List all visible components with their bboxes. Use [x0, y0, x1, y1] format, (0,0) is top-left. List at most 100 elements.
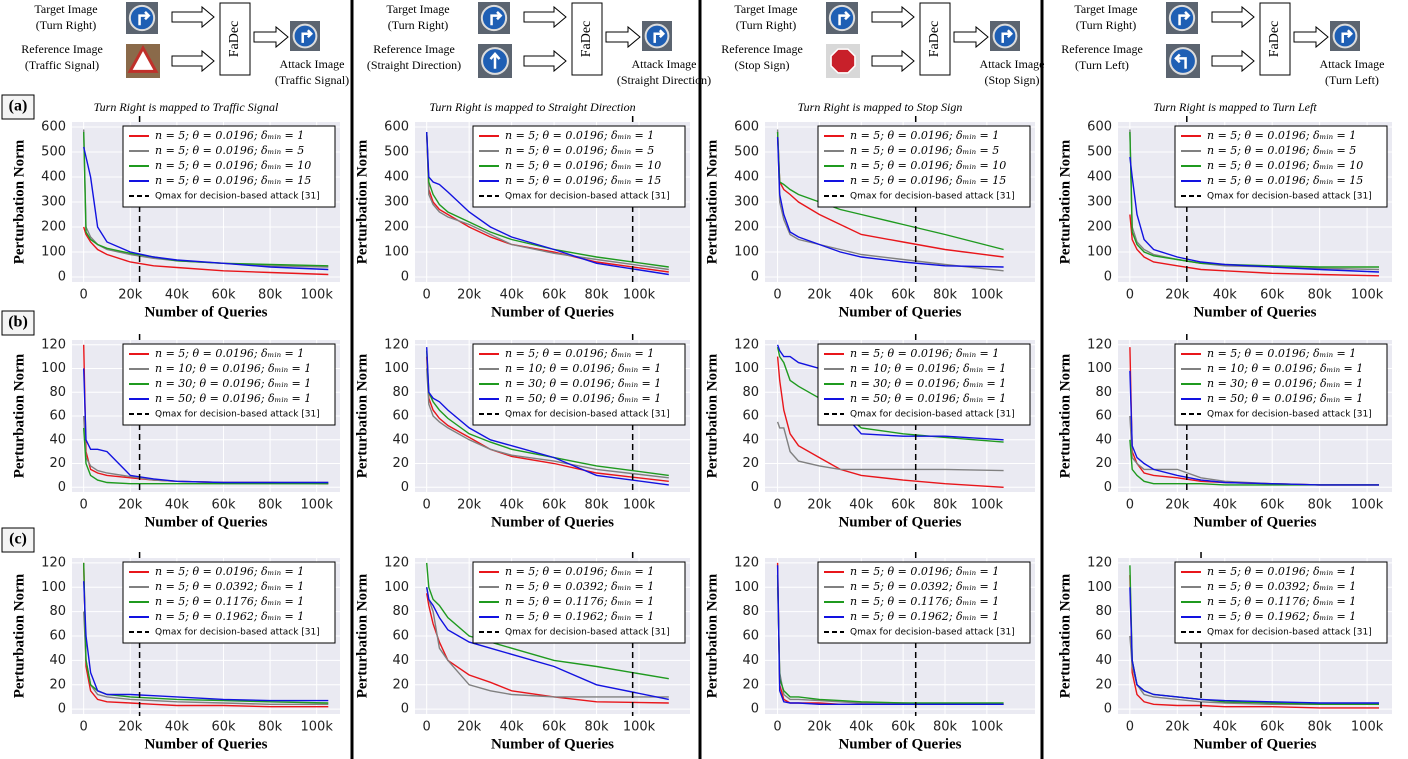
x-tick-label: 40k	[500, 288, 525, 303]
legend-box	[472, 125, 686, 208]
y-tick-label: 60	[49, 629, 66, 644]
x-tick-label: 80k	[1308, 720, 1333, 735]
x-tick-label: 80k	[585, 720, 610, 735]
sign	[992, 23, 1018, 49]
flow-arrow	[253, 25, 289, 49]
legend-label: n = 50; θ = 0.0196; δₘᵢₙ = 1	[1207, 392, 1363, 405]
y-tick-label: 40	[742, 432, 759, 447]
x-tick-label: 20k	[457, 288, 482, 303]
attack-label: (Traffic Signal)	[275, 73, 349, 87]
legend-box	[472, 343, 686, 426]
x-tick-label: 40k	[165, 498, 190, 513]
series-line	[83, 226, 329, 276]
legend-label: n = 5; θ = 0.0196; δₘᵢₙ = 1	[155, 347, 304, 360]
y-tick-label: 20	[1095, 456, 1112, 471]
series-line	[1129, 439, 1379, 486]
y-tick-label: 600	[734, 120, 759, 135]
legend-label: n = 5; θ = 0.0196; δₘᵢₙ = 5	[505, 144, 654, 157]
sign-arrow	[838, 11, 851, 26]
legend-box	[817, 343, 1031, 426]
y-tick-label: 20	[742, 677, 759, 692]
x-tick-label: 60k	[211, 498, 236, 513]
y-tick-label: 40	[1095, 653, 1112, 668]
y-tick-label: 0	[1104, 270, 1112, 285]
x-tick-label: 60k	[1260, 720, 1285, 735]
sign	[830, 48, 856, 74]
legend-label: n = 50; θ = 0.0196; δₘᵢₙ = 1	[155, 392, 311, 405]
legend-label: n = 5; θ = 0.1962; δₘᵢₙ = 1	[155, 610, 304, 623]
legend-label: n = 5; θ = 0.0196; δₘᵢₙ = 15	[850, 174, 1006, 187]
series-line	[426, 593, 669, 704]
x-axis-label: Number of Queries	[491, 736, 614, 752]
chart-title: Turn Right is mapped to Straight Directi…	[429, 100, 635, 114]
legend-label: n = 5; θ = 0.0392; δₘᵢₙ = 1	[505, 580, 654, 593]
reference-label: (Stop Sign)	[734, 58, 789, 72]
attack-label: (Turn Left)	[1325, 73, 1379, 87]
legend-label: n = 5; θ = 0.1962; δₘᵢₙ = 1	[850, 610, 999, 623]
legend-box	[1174, 343, 1388, 426]
y-tick-label: 0	[751, 480, 759, 495]
y-tick-label: 0	[401, 480, 409, 495]
x-tick-label: 100k	[1351, 498, 1384, 513]
series-line	[83, 562, 329, 704]
y-tick-label: 0	[751, 270, 759, 285]
series-line	[83, 581, 329, 702]
flow-arrow	[953, 25, 989, 49]
legend-label: n = 10; θ = 0.0196; δₘᵢₙ = 1	[1207, 362, 1363, 375]
legend-label: Qmax for decision-based attack [31]	[1207, 192, 1372, 202]
x-tick-label: 40k	[849, 288, 874, 303]
y-tick-label: 100	[734, 361, 759, 376]
y-tick-label: 120	[41, 337, 66, 352]
legend-box	[817, 561, 1031, 644]
y-tick-label: 100	[41, 245, 66, 260]
x-tick-label: 100k	[971, 720, 1004, 735]
sign-arrow	[1341, 29, 1354, 43]
x-tick-label: 100k	[1351, 288, 1384, 303]
sign	[1168, 4, 1196, 32]
legend-label: Qmax for decision-based attack [31]	[850, 192, 1015, 202]
y-tick-label: 0	[401, 702, 409, 717]
series-line	[776, 356, 1004, 488]
model-box	[571, 2, 603, 76]
sign	[1169, 47, 1197, 75]
y-tick-label: 60	[392, 629, 409, 644]
y-tick-label: 80	[1095, 385, 1112, 400]
x-tick-label: 80k	[933, 498, 958, 513]
attack-label: (Stop Sign)	[984, 73, 1039, 87]
x-tick-label: 60k	[211, 720, 236, 735]
model-label: FaDec	[579, 21, 594, 58]
target-label: (Turn Right)	[36, 18, 97, 32]
y-tick-label: 60	[742, 629, 759, 644]
legend-label: n = 5; θ = 0.0196; δₘᵢₙ = 1	[505, 565, 654, 578]
legend-label: n = 5; θ = 0.1176; δₘᵢₙ = 1	[155, 595, 304, 608]
sign-arrow	[138, 11, 151, 26]
y-tick-label: 120	[1087, 337, 1112, 352]
x-tick-label: 80k	[933, 720, 958, 735]
sign	[828, 4, 856, 32]
y-tick-label: 300	[41, 195, 66, 210]
y-tick-label: 0	[751, 702, 759, 717]
x-axis-label: Number of Queries	[838, 736, 961, 752]
attack-label: Attack Image	[632, 57, 697, 71]
sign	[127, 44, 159, 73]
series-line	[83, 427, 329, 485]
y-tick-label: 100	[41, 361, 66, 376]
x-tick-label: 100k	[301, 498, 334, 513]
y-tick-label: 60	[49, 409, 66, 424]
x-tick-label: 80k	[1308, 288, 1333, 303]
x-axis-label: Number of Queries	[144, 304, 267, 320]
series-line	[776, 421, 1004, 472]
y-tick-label: 100	[1087, 245, 1112, 260]
flow-arrow	[523, 5, 567, 29]
y-tick-label: 20	[49, 456, 66, 471]
legend-label: n = 5; θ = 0.0196; δₘᵢₙ = 5	[850, 144, 999, 157]
y-tick-label: 200	[384, 220, 409, 235]
x-tick-label: 20k	[1165, 720, 1190, 735]
legend-label: n = 30; θ = 0.0196; δₘᵢₙ = 1	[505, 377, 661, 390]
legend-label: n = 5; θ = 0.1176; δₘᵢₙ = 1	[505, 595, 654, 608]
legend-label: n = 10; θ = 0.0196; δₘᵢₙ = 1	[505, 362, 661, 375]
legend-label: n = 30; θ = 0.0196; δₘᵢₙ = 1	[1207, 377, 1363, 390]
legend-label: n = 30; θ = 0.0196; δₘᵢₙ = 1	[155, 377, 311, 390]
sign-arrow	[490, 11, 503, 26]
x-tick-label: 60k	[542, 720, 567, 735]
